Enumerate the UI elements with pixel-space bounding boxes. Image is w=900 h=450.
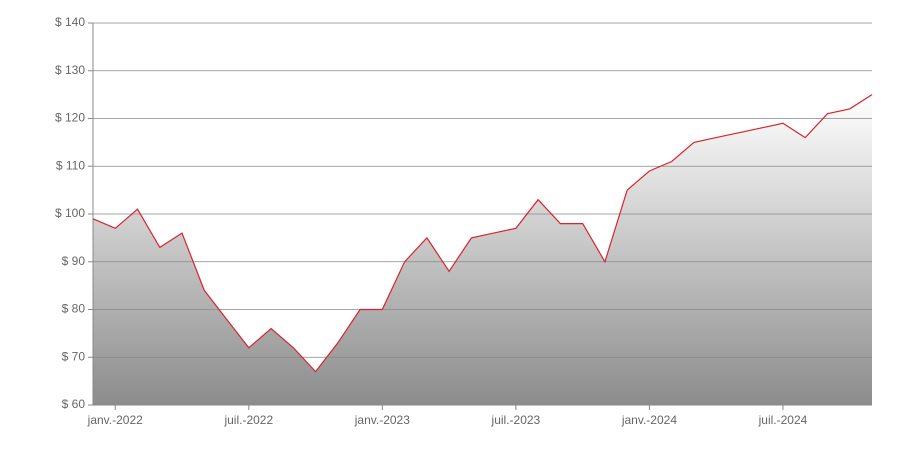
x-tick-label: janv.-2022 (87, 413, 143, 427)
y-tick-label: $ 70 (62, 349, 86, 363)
y-tick-label: $ 130 (55, 63, 85, 77)
y-tick-label: $ 140 (55, 15, 85, 29)
x-tick-label: janv.-2023 (354, 413, 410, 427)
x-tick-label: juil.-2024 (758, 413, 808, 427)
y-tick-label: $ 90 (62, 254, 86, 268)
x-tick-label: juil.-2023 (491, 413, 541, 427)
x-tick-label: janv.-2024 (621, 413, 677, 427)
y-tick-label: $ 110 (56, 158, 85, 172)
y-tick-label: $ 120 (55, 111, 85, 125)
area (93, 94, 872, 405)
line (92, 94, 873, 373)
y-tick-label: $ 100 (55, 206, 85, 220)
y-tick-label: $ 60 (62, 397, 86, 411)
x-tick-label: juil.-2022 (223, 413, 273, 427)
y-tick-label: $ 80 (62, 302, 86, 316)
